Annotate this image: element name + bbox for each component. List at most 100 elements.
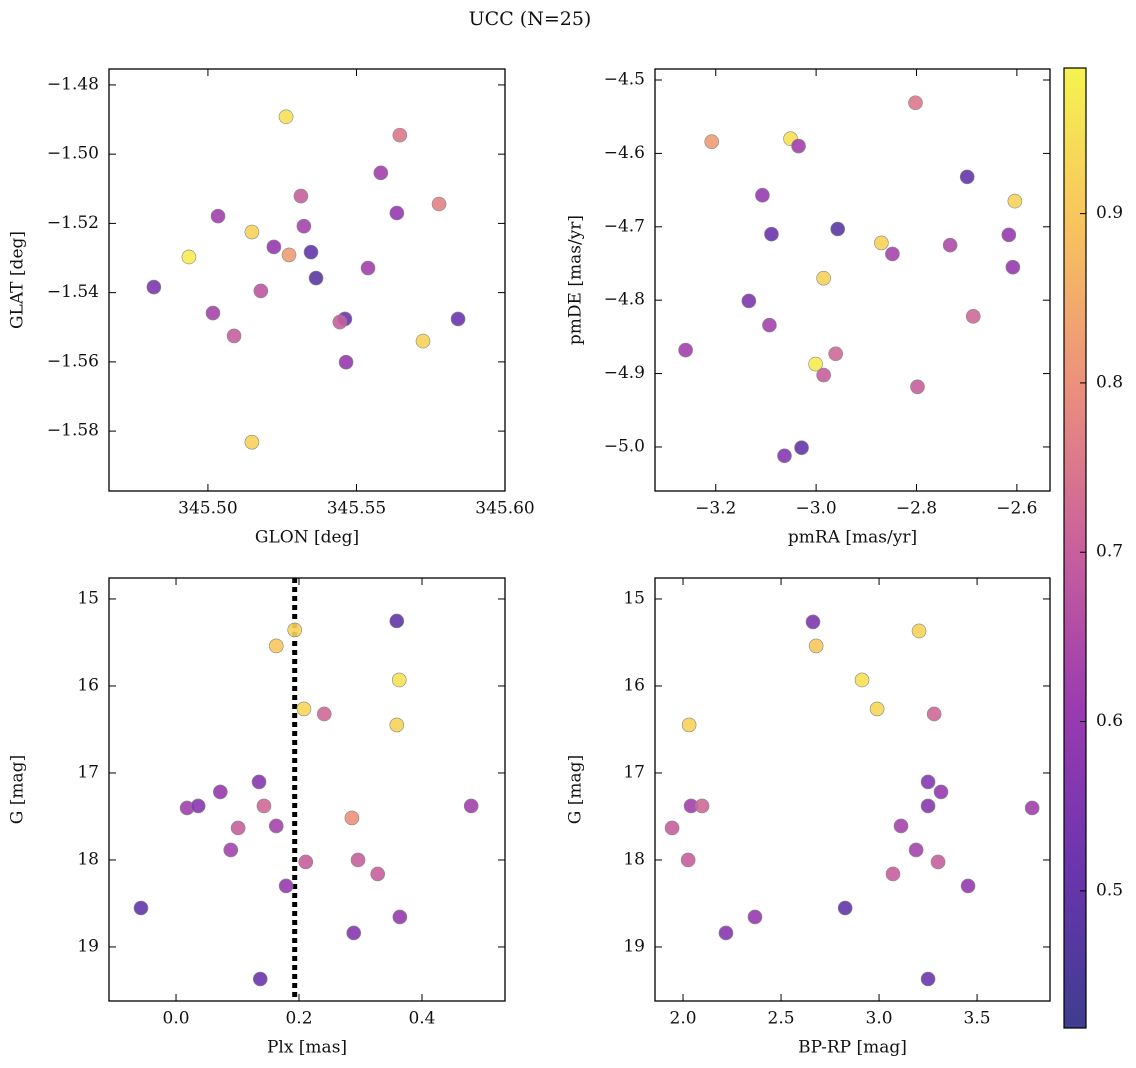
star-point [828, 346, 843, 362]
star-point [681, 717, 697, 733]
x-tick-label: 345.50 [178, 499, 237, 519]
star-point [777, 448, 792, 464]
y-tick-label: −1.56 [47, 351, 99, 371]
x-tick-label: −3.2 [695, 499, 736, 519]
star-point [373, 165, 389, 181]
y-tick-label: 16 [623, 675, 645, 695]
y-tick-label: 18 [77, 849, 99, 869]
star-point [933, 784, 949, 800]
star-point [960, 878, 976, 894]
x-tick-label: 3.0 [866, 1009, 893, 1029]
colorbar-tick-label: 0.7 [1096, 542, 1123, 562]
star-point [296, 701, 312, 717]
star-point [346, 925, 362, 941]
star-point [181, 249, 197, 265]
star-point [389, 205, 405, 221]
star-point [1007, 193, 1023, 209]
star-point [389, 717, 405, 733]
y-tick-label: −1.58 [47, 421, 99, 441]
x-tick-label: 2.0 [670, 1009, 697, 1029]
star-point [281, 247, 297, 263]
x-tick-label: 345.55 [327, 499, 386, 519]
star-point [808, 638, 824, 654]
star-point [680, 852, 696, 868]
y-tick-label: −4.6 [604, 143, 645, 163]
y-tick-label: −4.8 [604, 290, 645, 310]
star-point [392, 127, 408, 143]
x-axis-label: pmRA [mas/yr] [788, 528, 917, 548]
star-point [930, 854, 946, 870]
star-point [251, 774, 267, 790]
plot-frame [108, 577, 506, 1002]
star-point [252, 971, 268, 987]
star-point [942, 237, 958, 253]
x-tick-label: −2.8 [896, 499, 937, 519]
y-tick-label: 16 [77, 675, 99, 695]
star-point [332, 314, 348, 330]
star-point [910, 379, 925, 395]
star-point [210, 208, 226, 224]
star-point [755, 187, 770, 203]
star-point [308, 270, 324, 286]
star-point [298, 854, 314, 870]
y-tick-label: −4.5 [604, 70, 645, 90]
star-point [212, 784, 228, 800]
star-point [805, 614, 821, 630]
x-tick-label: 0.4 [408, 1009, 435, 1029]
star-point [316, 706, 332, 722]
star-point [1005, 259, 1021, 275]
star-point [893, 818, 909, 834]
star-point [794, 440, 809, 455]
star-point [133, 900, 149, 916]
star-point [431, 196, 447, 212]
x-tick-label: 0.2 [285, 1009, 312, 1029]
x-tick-label: 0.0 [163, 1009, 190, 1029]
star-point [965, 309, 981, 324]
x-axis-label: GLON [deg] [255, 528, 359, 548]
star-point [392, 909, 408, 925]
star-point [854, 672, 870, 688]
y-tick-label: 15 [77, 588, 99, 608]
star-point [764, 226, 779, 242]
star-point [338, 354, 354, 370]
star-point [389, 613, 405, 629]
star-point [146, 279, 162, 295]
star-point [837, 900, 853, 916]
star-point [415, 333, 431, 349]
star-point [391, 672, 407, 688]
y-tick-label: 19 [77, 936, 99, 956]
star-point [256, 798, 272, 814]
star-point [816, 367, 831, 383]
x-tick-label: 2.5 [768, 1009, 795, 1029]
colorbar-tick-label: 0.5 [1096, 880, 1123, 900]
star-point [791, 138, 806, 154]
y-tick-label: −1.48 [47, 74, 99, 94]
star-point [830, 221, 845, 237]
star-point [244, 224, 260, 240]
plot-frame [108, 68, 506, 492]
star-point [1001, 227, 1017, 243]
y-tick-label: 17 [623, 762, 645, 782]
star-point [694, 798, 710, 814]
y-tick-label: −5.0 [604, 436, 645, 456]
y-tick-label: −1.54 [47, 282, 99, 302]
star-point [704, 134, 720, 149]
star-point [278, 878, 294, 894]
star-point [885, 246, 900, 262]
star-point [762, 317, 777, 333]
star-point [370, 866, 386, 882]
y-axis-label: G [mag] [566, 755, 586, 824]
star-point [360, 260, 376, 276]
star-point [869, 701, 885, 717]
star-point [244, 434, 260, 450]
star-point [268, 638, 284, 654]
star-point [959, 169, 975, 185]
colorbar-tick-label: 0.6 [1096, 711, 1123, 731]
star-point [278, 109, 294, 125]
star-point [741, 293, 757, 309]
star-point [226, 328, 242, 344]
y-tick-label: −4.7 [604, 216, 645, 236]
star-point [1024, 800, 1040, 816]
star-point [816, 270, 831, 286]
